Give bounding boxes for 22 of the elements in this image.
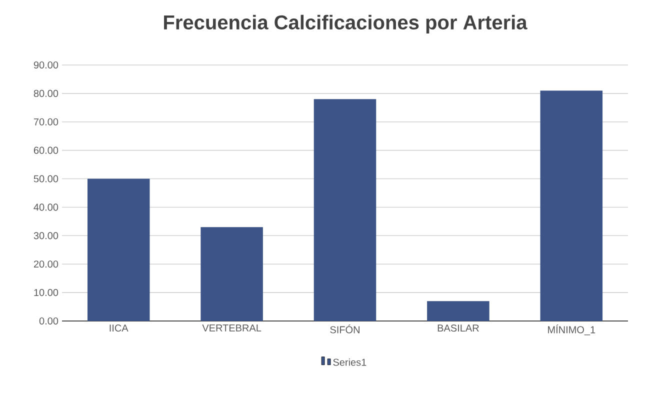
bar (87, 178, 150, 321)
y-tick-label: 30.00 (34, 232, 58, 240)
bar (314, 99, 376, 321)
y-tick-label: 50.00 (34, 175, 58, 182)
bar (427, 301, 490, 321)
bar (540, 90, 603, 321)
y-tick-label: 70.00 (34, 118, 58, 126)
x-tick-label: BASILAR (438, 324, 479, 332)
y-tick-label: 60.00 (34, 146, 58, 154)
x-tick-label: VERTEBRAL (202, 324, 262, 332)
bar (200, 227, 263, 321)
y-tick-label: 10.00 (34, 289, 58, 296)
y-tick-label: 80.00 (34, 90, 58, 97)
y-tick-label: 40.00 (34, 204, 58, 211)
x-tick-label: IICA (110, 324, 128, 332)
x-tick-label: SIFÓN (330, 324, 360, 334)
legend-label: Series1 (333, 358, 366, 366)
y-tick-label: 90.00 (34, 61, 58, 69)
x-tick-label: MÍNIMO_1 (548, 324, 596, 336)
y-tick-label: 0.00 (39, 317, 58, 325)
y-tick-label: 20.00 (34, 260, 58, 268)
chart-title: Frecuencia Calcificaciones por Arteria (164, 14, 528, 34)
